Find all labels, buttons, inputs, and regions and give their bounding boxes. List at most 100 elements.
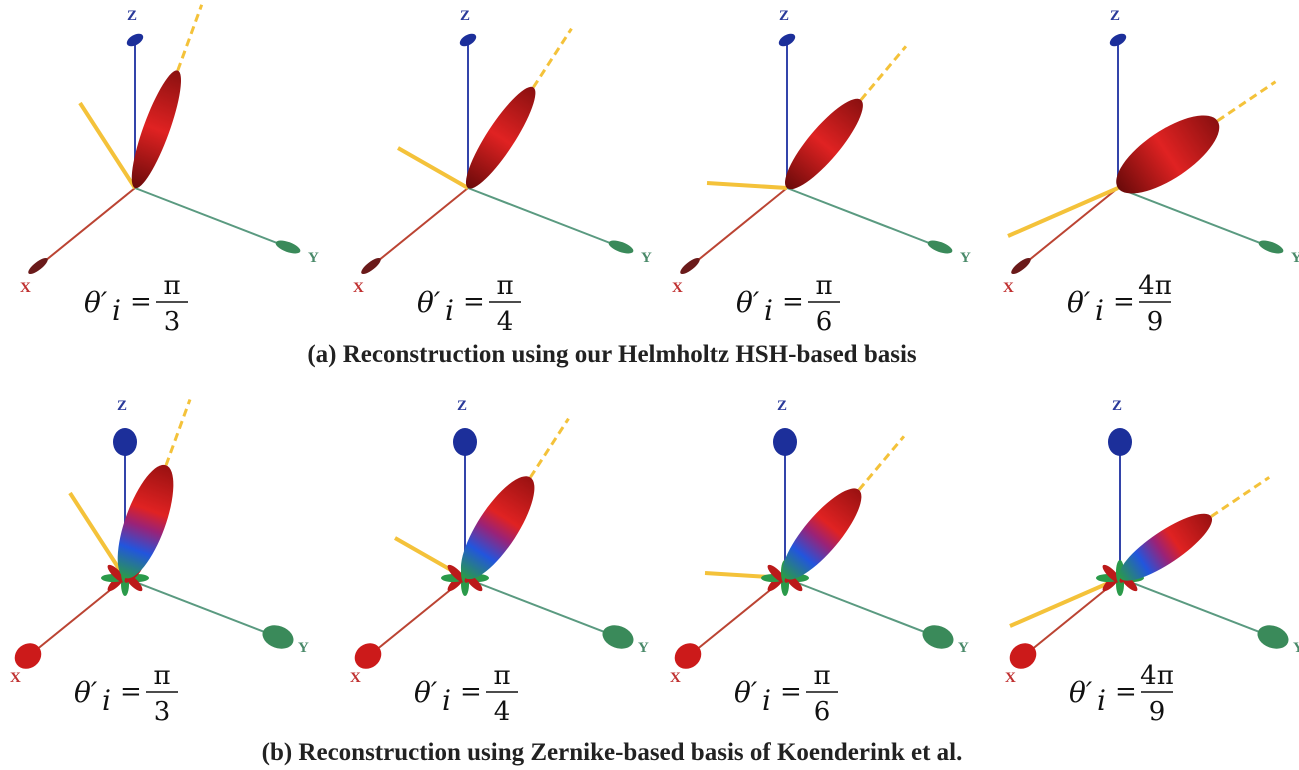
- side-lobe: [447, 564, 466, 583]
- theta-sub: i: [442, 684, 451, 717]
- theta: θ′: [1067, 286, 1091, 319]
- numerator: 4π: [1138, 271, 1172, 301]
- axis-label: Y: [1293, 640, 1299, 656]
- y-axis: [124, 577, 281, 639]
- denominator: 6: [816, 307, 833, 337]
- reflect-ray: [164, 398, 192, 466]
- caption: (b) Reconstruction using Zernike-based b…: [262, 739, 963, 766]
- theta: θ′: [736, 286, 760, 319]
- axis-label: Y: [638, 640, 649, 656]
- equals: =: [782, 287, 804, 317]
- panel: X Y Zθ′ i = π 4: [350, 398, 649, 727]
- axis-label: Y: [960, 250, 971, 266]
- denominator: 4: [497, 307, 514, 337]
- lobe: [131, 70, 181, 189]
- numerator: 4π: [1140, 661, 1174, 691]
- x-arrow: [14, 643, 42, 669]
- reflect-ray: [176, 4, 204, 72]
- reflect-ray: [859, 45, 908, 101]
- axis-label: Z: [457, 398, 467, 414]
- y-axis: [134, 187, 291, 249]
- panel: X Y Zθ′ i = π 6: [672, 8, 971, 337]
- incident-ray: [78, 101, 137, 190]
- z-arrow: [773, 428, 797, 456]
- z-arrow: [459, 33, 477, 47]
- axis-label: Z: [1110, 8, 1120, 24]
- lobe: [785, 98, 863, 190]
- z-arrow: [778, 33, 796, 47]
- axis-label: X: [353, 280, 364, 296]
- y-arrow: [275, 240, 301, 254]
- panel: X Y Zθ′ i =4π 9: [1003, 8, 1299, 337]
- denominator: 9: [1147, 307, 1164, 337]
- y-axis: [784, 577, 941, 639]
- axis-label: X: [1003, 280, 1014, 296]
- side-lobe: [107, 564, 126, 583]
- lobe: [465, 86, 536, 189]
- axis-label: Z: [777, 398, 787, 414]
- theta: θ′: [74, 676, 98, 709]
- lobe: [1119, 513, 1213, 581]
- axis-label: X: [10, 670, 21, 686]
- lobe: [1116, 115, 1220, 194]
- axis-label: Z: [460, 8, 470, 24]
- side-lobe: [767, 564, 786, 583]
- incident-ray: [1009, 576, 1121, 628]
- incident-ray: [1007, 186, 1119, 238]
- axis-label: Z: [779, 8, 789, 24]
- panel: X Y Zθ′ i = π 3: [10, 398, 309, 727]
- theta-sub: i: [102, 684, 111, 717]
- theta: θ′: [417, 286, 441, 319]
- lobe: [782, 488, 862, 580]
- lobe: [460, 476, 535, 580]
- theta-sub: i: [445, 294, 454, 327]
- panel: X Y Zθ′ i = π 6: [670, 398, 969, 727]
- theta-sub: i: [764, 294, 773, 327]
- incident-ray: [706, 181, 788, 190]
- equals: =: [780, 677, 802, 707]
- panel: X Y Zθ′ i = π 3: [20, 4, 319, 337]
- numerator: π: [153, 661, 170, 691]
- z-arrow: [1108, 428, 1132, 456]
- z-arrow: [126, 33, 144, 47]
- axis-label: Y: [641, 250, 652, 266]
- z-arrow: [453, 428, 477, 456]
- x-arrow: [354, 643, 382, 669]
- numerator: π: [813, 661, 830, 691]
- panel: X Y Zθ′ i = π 4: [353, 8, 652, 337]
- denominator: 3: [154, 697, 171, 727]
- y-arrow: [927, 240, 953, 254]
- reflect-ray: [532, 27, 573, 89]
- numerator: π: [163, 271, 180, 301]
- denominator: 9: [1149, 697, 1166, 727]
- y-arrow: [602, 625, 634, 649]
- axis-label: Z: [1112, 398, 1122, 414]
- axis-label: X: [20, 280, 31, 296]
- y-axis: [464, 577, 621, 639]
- y-axis: [467, 187, 624, 249]
- incident-ray: [397, 146, 469, 190]
- x-arrow: [361, 257, 381, 275]
- theta: θ′: [734, 676, 758, 709]
- equals: =: [130, 287, 152, 317]
- equals: =: [120, 677, 142, 707]
- z-arrow: [113, 428, 137, 456]
- reflect-ray: [1216, 80, 1277, 123]
- equals: =: [1113, 287, 1135, 317]
- equals: =: [460, 677, 482, 707]
- axis-label: X: [350, 670, 361, 686]
- y-arrow: [608, 240, 634, 254]
- y-arrow: [1258, 240, 1284, 254]
- lobe: [117, 464, 174, 579]
- y-axis: [786, 187, 943, 249]
- theta-sub: i: [762, 684, 771, 717]
- x-axis: [372, 187, 469, 266]
- equals: =: [1115, 677, 1137, 707]
- axis-label: X: [672, 280, 683, 296]
- y-arrow: [1257, 625, 1289, 649]
- y-axis: [1119, 577, 1276, 639]
- axis-label: Y: [1291, 250, 1299, 266]
- x-arrow: [1011, 257, 1031, 275]
- x-axis: [1022, 187, 1119, 266]
